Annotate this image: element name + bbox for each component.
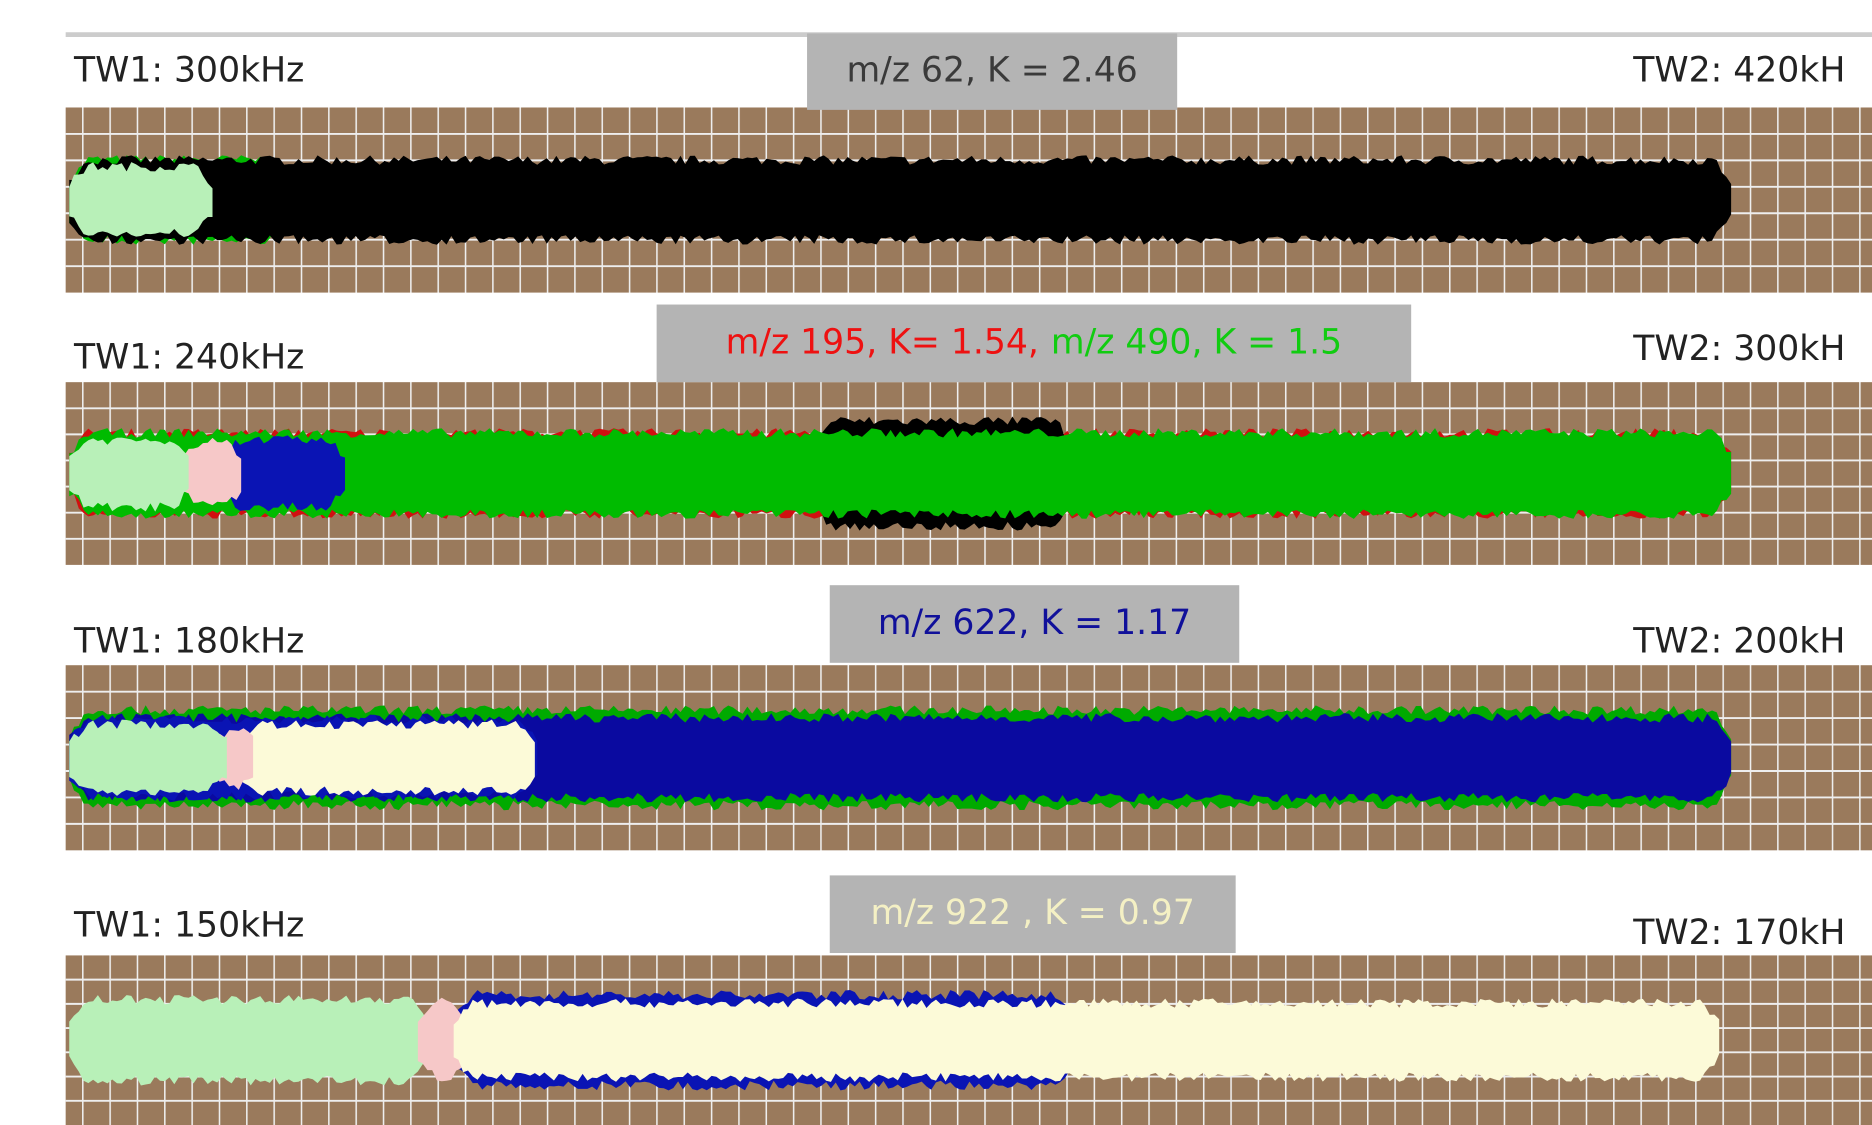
- tw2-label: TW2: 170kH: [1632, 913, 1845, 953]
- ion-cloud: [239, 720, 535, 796]
- ion-cloud: [69, 720, 227, 796]
- tw2-label: TW2: 420kH: [1632, 51, 1845, 91]
- ion-label: m/z 195, K= 1.54, m/z 490, K = 1.5: [726, 322, 1343, 362]
- ion-label-part: m/z 195, K= 1.54,: [726, 322, 1039, 362]
- ion-label-part: m/z 922 , K = 0.97: [871, 893, 1195, 933]
- ion-label-part: m/z 62, K = 2.46: [846, 51, 1137, 91]
- figure: TW1: 300kHzTW2: 420kHm/z 62, K = 2.46TW1…: [0, 0, 1872, 1125]
- tw1-label: TW1: 240kHz: [73, 337, 304, 377]
- ion-label: m/z 622, K = 1.17: [878, 603, 1191, 643]
- panel: TW1: 150kHz TW2: 170kH m/z 922 , K = 0.97: [66, 875, 1872, 1125]
- ion-label-part: m/z 622, K = 1.17: [878, 603, 1191, 643]
- panel: TW1: 300kHz TW2: 420kH m/z 62, K = 2.46: [66, 33, 1872, 292]
- tw1-label: TW1: 150kHz: [73, 906, 304, 946]
- ion-cloud: [69, 155, 1731, 244]
- ion-cloud: [69, 162, 212, 237]
- ion-cloud: [69, 438, 188, 512]
- ion-label: m/z 922 , K = 0.97: [871, 893, 1195, 933]
- panel: TW1: 180kHz TW2: 200kH m/z 622, K = 1.17: [66, 585, 1872, 850]
- tw2-label: TW2: 200kH: [1632, 622, 1845, 662]
- page: TW1: 300kHzTW2: 420kHm/z 62, K = 2.46TW1…: [0, 0, 1872, 1125]
- tw1-label: TW1: 180kHz: [73, 622, 304, 662]
- ion-cloud: [69, 995, 427, 1085]
- ion-label: m/z 62, K = 2.46: [846, 51, 1137, 91]
- tw1-label: TW1: 300kHz: [73, 51, 304, 91]
- tw2-label: TW2: 300kH: [1632, 329, 1845, 369]
- ion-cloud: [454, 999, 1720, 1082]
- ion-label-part: m/z 490, K = 1.5: [1051, 322, 1342, 362]
